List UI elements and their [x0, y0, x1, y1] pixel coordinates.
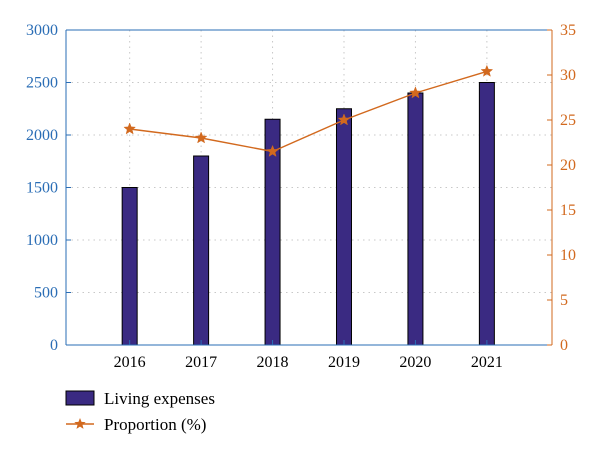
- y-right-tick-label: 0: [560, 337, 568, 354]
- y-right-tick-label: 15: [560, 202, 576, 219]
- tick-labels: 0 500 1000 1500 2000 2500 3000 0 5 10 15 20 25 30 35 20…: [26, 22, 576, 371]
- legend-label-proportion: Proportion (%): [104, 415, 206, 434]
- y-right-tick-label: 20: [560, 157, 576, 174]
- y-left-tick-label: 1500: [26, 180, 58, 197]
- y-right-tick-label: 5: [560, 292, 568, 309]
- y-right-tick-label: 25: [560, 112, 576, 129]
- legend-swatch-bar: [65, 390, 95, 406]
- y-right-tick-label: 30: [560, 67, 576, 84]
- x-tick-label: 2021: [471, 354, 503, 371]
- y-left-tick-label: 3000: [26, 22, 58, 39]
- y-left-tick-label: 0: [50, 337, 58, 354]
- bar-2016: [121, 187, 138, 346]
- point-2021: [480, 64, 494, 77]
- legend-star-icon: [74, 418, 86, 429]
- line-proportion: [129, 70, 488, 153]
- x-tick-label: 2017: [185, 354, 217, 371]
- bar-2017: [193, 155, 210, 346]
- y-left-tick-label: 500: [34, 285, 58, 302]
- y-left-tick-label: 2000: [26, 127, 58, 144]
- y-left-tick-label: 2500: [26, 75, 58, 92]
- x-tick-label: 2016: [114, 354, 146, 371]
- point-2020: [409, 86, 422, 99]
- y-right-tick-label: 35: [560, 22, 576, 39]
- legend: Living expenses Proportion (%): [65, 389, 215, 434]
- bar-2019: [335, 108, 352, 346]
- point-2018: [266, 144, 279, 157]
- point-2017: [194, 131, 208, 144]
- bars: [121, 82, 495, 346]
- bar-2020: [407, 92, 424, 346]
- y-left-tick-label: 1000: [26, 232, 58, 249]
- line-series: [123, 64, 494, 157]
- bar-2021: [478, 82, 495, 346]
- point-2019: [337, 113, 351, 126]
- legend-label-living-expenses: Living expenses: [104, 389, 215, 408]
- point-2016: [123, 122, 137, 135]
- x-tick-label: 2018: [257, 354, 289, 371]
- x-tick-label: 2019: [328, 354, 360, 371]
- y-right-tick-label: 10: [560, 247, 576, 264]
- axes: [65, 29, 553, 346]
- x-tick-label: 2020: [399, 354, 431, 371]
